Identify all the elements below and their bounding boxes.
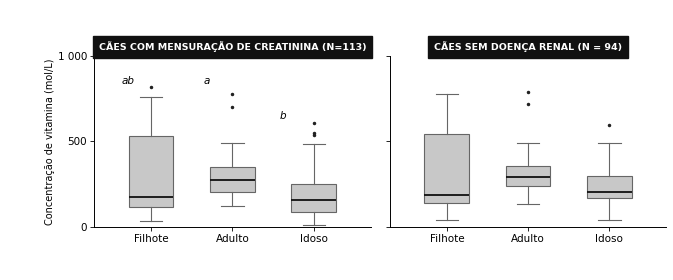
PathPatch shape <box>425 134 469 203</box>
PathPatch shape <box>129 136 174 207</box>
Text: a: a <box>203 76 209 86</box>
PathPatch shape <box>505 166 551 186</box>
PathPatch shape <box>210 167 255 192</box>
Y-axis label: Concentração de vitamina (mol/L): Concentração de vitamina (mol/L) <box>45 58 55 225</box>
Text: ab: ab <box>122 76 135 86</box>
PathPatch shape <box>291 184 336 212</box>
Title: CÃES SEM DOENÇA RENAL (N = 94): CÃES SEM DOENÇA RENAL (N = 94) <box>434 41 622 52</box>
Text: b: b <box>279 111 286 121</box>
PathPatch shape <box>587 176 632 198</box>
Title: CÃES COM MENSURAÇÃO DE CREATININA (N=113): CÃES COM MENSURAÇÃO DE CREATININA (N=113… <box>98 41 366 52</box>
